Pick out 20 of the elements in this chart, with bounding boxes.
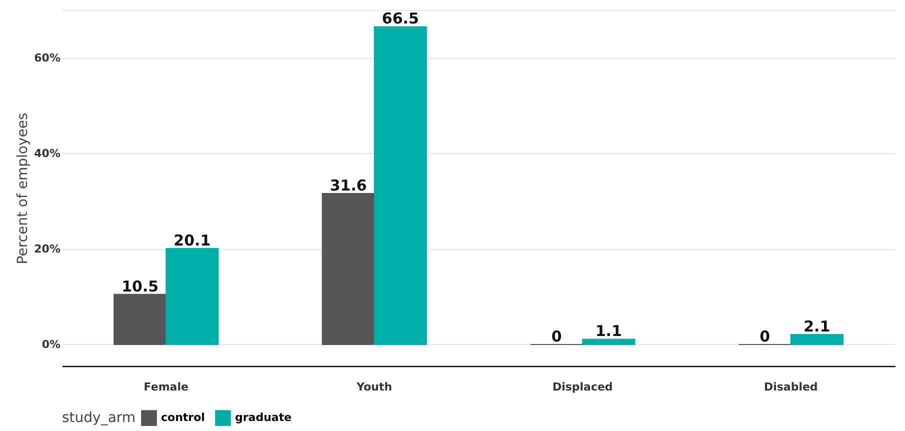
data-label: 66.5 [382, 10, 419, 28]
x-tick-label: Displaced [552, 380, 613, 394]
data-label: 20.1 [174, 231, 211, 250]
x-tick-label: Female [144, 380, 188, 394]
y-tick-label: 0% [42, 338, 60, 351]
y-tick-label: 20% [34, 242, 60, 256]
x-tick-label: Disabled [764, 380, 818, 394]
legend-label: control [161, 411, 205, 424]
legend-label: graduate [235, 411, 292, 424]
y-tick-label: 40% [34, 146, 60, 160]
x-tick-label: Youth [356, 380, 392, 394]
data-label: 0 [760, 327, 770, 346]
data-label: 2.1 [804, 317, 830, 336]
legend-title: study_arm [62, 410, 136, 426]
data-label: 0 [551, 327, 562, 346]
data-label: 10.5 [122, 277, 159, 296]
data-label: 31.6 [330, 176, 367, 194]
y-axis-title: Percent of employees [15, 112, 32, 264]
data-label: 1.1 [595, 322, 622, 340]
y-tick-label: 60% [34, 51, 60, 64]
